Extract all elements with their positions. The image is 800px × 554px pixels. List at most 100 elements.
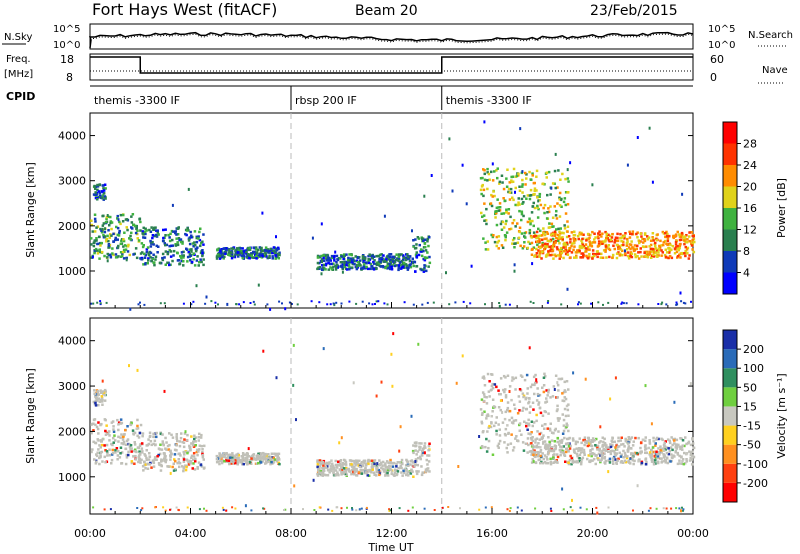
echo-cell [546, 232, 550, 235]
echo-cell [204, 302, 207, 305]
echo-cell [108, 224, 111, 227]
echo-cell [588, 460, 592, 464]
echo-cell [613, 247, 616, 251]
echo-cell [111, 448, 114, 452]
echo-cell [103, 399, 107, 402]
echo-cell [518, 422, 522, 425]
echo-cell [546, 458, 549, 461]
echo-cell [542, 384, 546, 387]
echo-cell [126, 228, 129, 232]
echo-cell [479, 188, 483, 192]
echo-cell [105, 240, 108, 243]
echo-cell [691, 450, 694, 453]
echo-cell [273, 251, 277, 254]
echo-cell [638, 241, 641, 245]
echo-cell [672, 454, 675, 457]
echo-cell [529, 234, 533, 238]
echo-cell [105, 424, 108, 427]
echo-cell [156, 251, 159, 254]
echo-cell [564, 450, 568, 454]
echo-cell [688, 450, 691, 453]
echo-cell [667, 247, 670, 250]
echo-cell [564, 252, 568, 256]
echo-cell [650, 422, 653, 426]
echo-cell [553, 388, 556, 391]
echo-cell [543, 203, 547, 207]
echo-cell [500, 212, 503, 215]
echo-cell [358, 463, 361, 466]
echo-cell [480, 398, 484, 401]
echo-cell [231, 458, 234, 462]
echo-cell [222, 455, 226, 459]
echo-cell [631, 230, 635, 233]
echo-cell [580, 447, 584, 450]
echo-cell [586, 257, 590, 260]
echo-cell [386, 471, 389, 475]
echo-cell [163, 457, 167, 460]
echo-cell [112, 428, 115, 431]
echo-cell [188, 444, 191, 448]
echo-cell [545, 171, 549, 174]
echo-cell [378, 472, 382, 475]
echo-cell [537, 207, 540, 211]
echo-cell [685, 452, 688, 456]
echo-cell [147, 442, 151, 446]
echo-cell [584, 440, 587, 444]
echo-cell [554, 152, 557, 156]
echo-cell [228, 253, 231, 257]
echo-cell [614, 458, 617, 461]
echo-cell [99, 302, 102, 305]
echo-cell [264, 246, 268, 249]
echo-cell [559, 445, 562, 448]
echo-cell [269, 247, 272, 251]
echo-cell [678, 246, 681, 250]
echo-cell [122, 442, 125, 446]
echo-cell [426, 301, 429, 304]
echo-cell [124, 443, 128, 446]
echo-cell [421, 303, 424, 306]
echo-cell [151, 240, 154, 244]
echo-cell [142, 226, 145, 230]
echo-cell [232, 460, 235, 463]
echo-cell [164, 234, 167, 237]
echo-cell [93, 193, 97, 197]
echo-cell [597, 458, 600, 462]
echo-cell [246, 462, 250, 465]
echo-cell [485, 402, 489, 405]
echo-cell [155, 244, 158, 248]
echo-cell [255, 248, 258, 251]
y-tick-label: 4000 [58, 335, 86, 348]
echo-cell [553, 440, 557, 443]
echo-cell [94, 185, 98, 188]
echo-cell [112, 232, 115, 236]
echo-cell [670, 436, 673, 439]
echo-cell [119, 222, 122, 226]
echo-cell [559, 255, 562, 258]
echo-cell [222, 257, 225, 260]
echo-cell [652, 450, 656, 454]
echo-cell [200, 465, 204, 468]
echo-cell [409, 265, 413, 269]
echo-cell [654, 462, 657, 465]
echo-cell [550, 222, 554, 226]
echo-cell [238, 251, 241, 254]
echo-cell [490, 415, 493, 418]
echo-cell [239, 247, 243, 250]
echo-cell [199, 244, 202, 248]
echo-cell [664, 461, 667, 464]
echo-cell [586, 248, 589, 251]
echo-cell [635, 247, 638, 251]
echo-cell [105, 217, 108, 221]
echo-cell [504, 376, 507, 379]
echo-cell [138, 218, 141, 221]
echo-cell [405, 459, 409, 463]
echo-cell [120, 433, 123, 436]
echo-cell [149, 239, 152, 243]
echo-cell [528, 170, 531, 174]
echo-cell [120, 462, 123, 465]
echo-cell [335, 263, 339, 267]
echo-cell [155, 458, 158, 461]
echo-cell [596, 235, 600, 238]
echo-cell [535, 175, 538, 178]
echo-cell [389, 255, 392, 259]
